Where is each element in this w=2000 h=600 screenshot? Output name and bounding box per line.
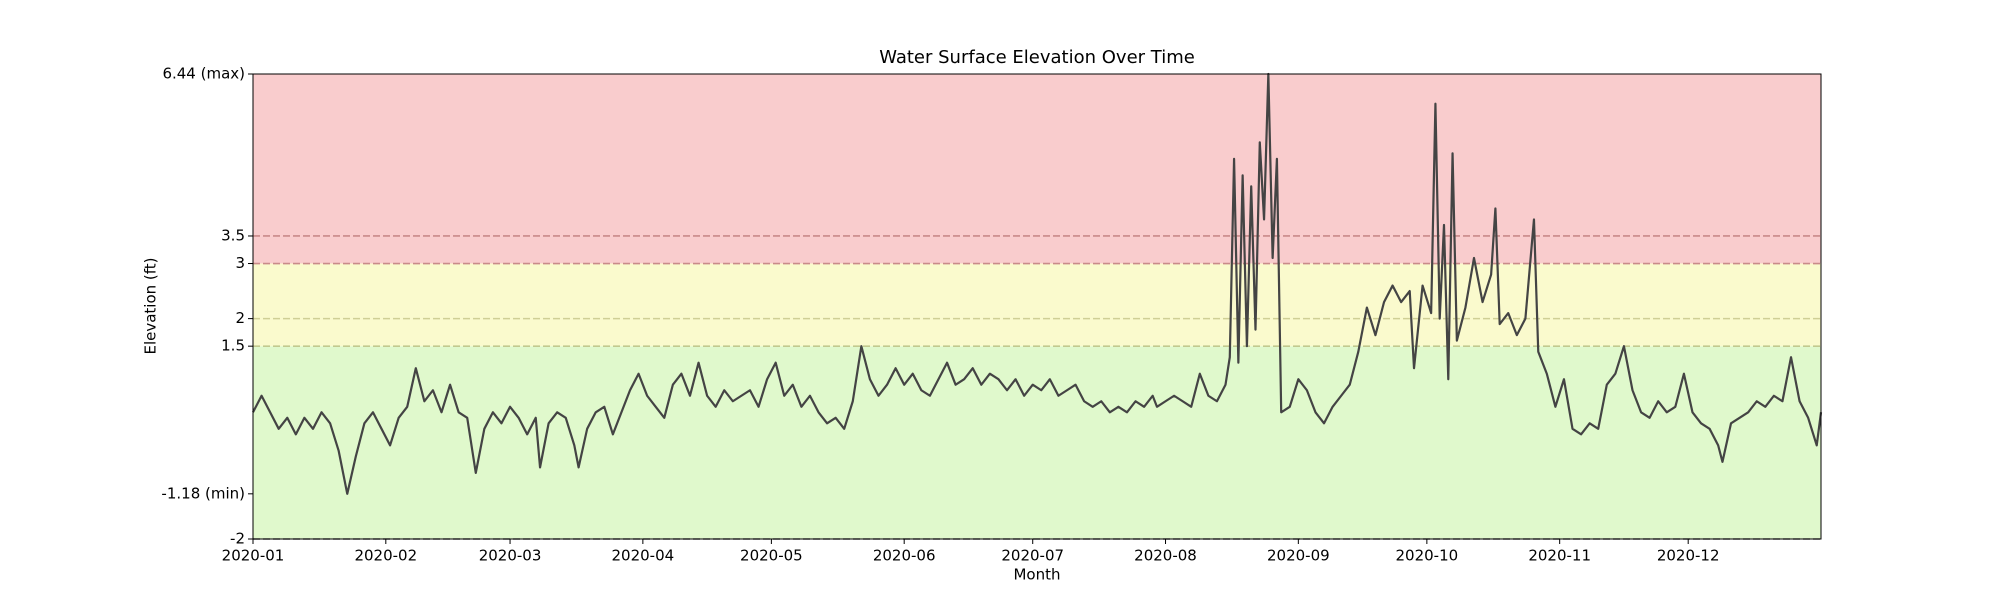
x-tick-label: 2020-06	[873, 547, 936, 565]
plot-area	[252, 72, 1823, 540]
threshold-band	[253, 74, 1821, 264]
threshold-band	[253, 346, 1821, 539]
y-tick-label: 1.5	[221, 337, 245, 355]
threshold-band	[253, 263, 1821, 347]
x-tick-label: 2020-08	[1134, 547, 1197, 565]
plot-frame	[252, 73, 1822, 540]
y-tick-label: 3.5	[221, 226, 245, 244]
y-tick-label: 2	[235, 309, 245, 327]
x-tick-label: 2020-01	[222, 547, 285, 565]
x-tick-label: 2020-07	[1001, 547, 1064, 565]
x-tick-label: 2020-05	[740, 547, 803, 565]
data-line	[252, 72, 1823, 495]
y-tick-label: -1.18 (min)	[161, 484, 245, 502]
x-tick-label: 2020-10	[1396, 547, 1459, 565]
x-tick-label: 2020-09	[1267, 547, 1330, 565]
x-tick-label: 2020-02	[354, 547, 417, 565]
y-tick-label: 3	[235, 254, 245, 272]
x-tick-label: 2020-12	[1657, 547, 1720, 565]
y-tick-label: 6.44 (max)	[162, 65, 245, 83]
x-axis-label: Month	[1013, 566, 1060, 584]
x-tick-label: 2020-03	[479, 547, 542, 565]
x-tick-label: 2020-11	[1528, 547, 1591, 565]
y-tick-label: -2	[230, 530, 245, 548]
y-axis-label: Elevation (ft)	[142, 257, 160, 354]
chart-title: Water Surface Elevation Over Time	[879, 47, 1195, 68]
x-tick-label: 2020-04	[612, 547, 675, 565]
